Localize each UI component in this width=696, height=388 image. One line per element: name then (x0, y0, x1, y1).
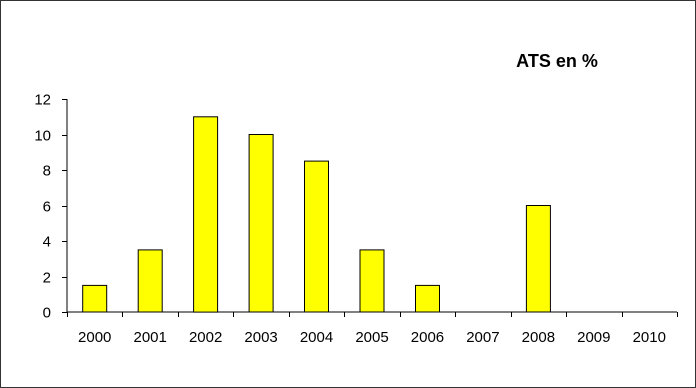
x-tick-label: 2001 (133, 329, 166, 346)
y-tick-label: 10 (34, 128, 51, 145)
bar-2001 (137, 249, 163, 313)
bar-2005 (359, 249, 385, 313)
plot-area: 0 2 4 6 8 10 12 2000 2001 2002 2003 2004 2005 2006 200… (34, 92, 678, 346)
x-tick-label: 2009 (577, 329, 610, 346)
bar-2002 (193, 116, 219, 313)
bar-2008 (525, 205, 551, 313)
chart-title: ATS en % (516, 51, 598, 71)
x-tick-label: 2006 (411, 329, 444, 346)
y-tick-label: 8 (43, 163, 51, 180)
y-tick-label: 0 (43, 305, 51, 322)
x-tick-label: 2007 (466, 329, 499, 346)
x-tick-label: 2010 (633, 329, 666, 346)
x-tick-label: 2002 (189, 329, 222, 346)
y-tick-label: 4 (43, 234, 51, 251)
bar-2004 (304, 160, 329, 313)
x-tick-label: 2004 (300, 329, 333, 346)
x-tick-label: 2005 (355, 329, 388, 346)
x-tick-label: 2003 (244, 329, 277, 346)
bar-2006 (415, 284, 440, 313)
x-tick-label: 2008 (522, 329, 555, 346)
bar-2003 (248, 134, 274, 313)
bar-2000 (82, 284, 108, 313)
y-tick-label: 12 (34, 92, 51, 109)
y-tick-label: 2 (43, 270, 51, 287)
x-tick-label: 2000 (78, 329, 111, 346)
y-tick-label: 6 (43, 199, 51, 216)
